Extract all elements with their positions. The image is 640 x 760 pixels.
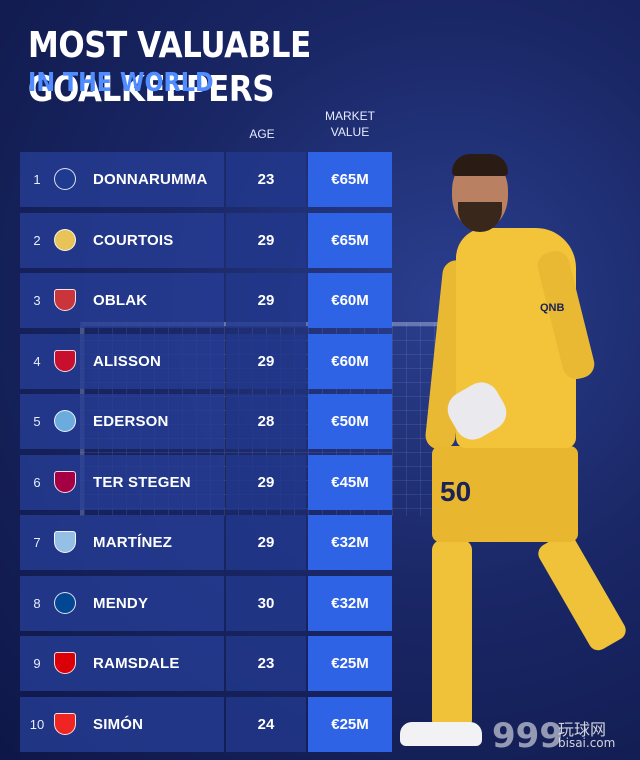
player-name: TER STEGEN: [93, 473, 191, 491]
watermark: 999 玩球网 bisai.com: [492, 714, 632, 756]
player-cell: 10 SIMÓN: [20, 696, 224, 752]
age-cell: 23: [226, 636, 306, 691]
psg-crest-icon: [54, 168, 76, 190]
player-cell: 4 ALISSON: [20, 333, 224, 389]
age-cell: 29: [226, 212, 306, 268]
rank-number: 9: [33, 656, 41, 671]
rank-number: 1: [33, 172, 41, 187]
page-title: MOST VALUABLE GOALKEEPERS: [28, 25, 311, 110]
table-row: 1 DONNARUMMA 23 €65M: [20, 152, 400, 207]
athletic-bilbao-crest-icon: [54, 712, 76, 735]
player-left-leg: [432, 540, 472, 730]
watermark-number: 999: [492, 716, 563, 756]
market-value-cell: €25M: [308, 696, 392, 752]
age-cell: 29: [226, 273, 306, 328]
player-name: DONNARUMMA: [93, 171, 208, 188]
table-row: 6 TER STEGEN 29 €45M: [20, 454, 400, 510]
player-name: COURTOIS: [93, 231, 174, 249]
table-row: 5 EDERSON 28 €50M: [20, 394, 400, 449]
rank-number: 6: [33, 474, 41, 490]
player-cell: 6 TER STEGEN: [20, 454, 224, 510]
player-cell: 1 DONNARUMMA: [20, 152, 224, 207]
table-row: 8 MENDY 30 €32M: [20, 575, 400, 631]
market-value-cell: €32M: [308, 515, 392, 570]
player-cell: 9 RAMSDALE: [20, 636, 224, 691]
player-right-leg: [534, 530, 630, 654]
player-name: RAMSDALE: [93, 655, 180, 672]
table-row: 7 MARTÍNEZ 29 €32M: [20, 515, 400, 570]
page-subtitle: IN THE WORLD: [28, 68, 214, 98]
player-name: MENDY: [93, 594, 149, 612]
aston-villa-crest-icon: [54, 531, 76, 553]
column-header-age: AGE: [249, 127, 275, 141]
rank-number: 2: [33, 232, 41, 248]
player-name: SIMÓN: [93, 715, 144, 733]
column-header-market-value: MARKET VALUE: [324, 109, 375, 139]
market-value-cell: €65M: [308, 152, 392, 207]
shorts-number: 50: [440, 476, 472, 507]
barcelona-crest-icon: [54, 470, 76, 493]
player-name: OBLAK: [93, 292, 148, 309]
market-value-cell: €25M: [308, 636, 392, 691]
rank-number: 3: [33, 293, 41, 308]
player-cell: 7 MARTÍNEZ: [20, 515, 224, 570]
player-name: MARTÍNEZ: [93, 534, 173, 551]
arsenal-crest-icon: [54, 652, 76, 674]
player-boot: [400, 722, 482, 746]
atletico-madrid-crest-icon: [54, 289, 76, 311]
table-row: 4 ALISSON 29 €60M: [20, 333, 400, 389]
age-cell: 29: [226, 515, 306, 570]
market-value-cell: €45M: [308, 454, 392, 510]
market-value-cell: €60M: [308, 273, 392, 328]
market-value-cell: €32M: [308, 575, 392, 631]
rank-number: 5: [33, 414, 41, 429]
player-cell: 5 EDERSON: [20, 394, 224, 449]
rank-number: 4: [33, 353, 41, 369]
table-row: 9 RAMSDALE 23 €25M: [20, 636, 400, 691]
market-value-cell: €60M: [308, 333, 392, 389]
rank-number: 10: [29, 716, 45, 732]
player-shorts: [432, 446, 578, 542]
player-cell: 3 OBLAK: [20, 273, 224, 328]
player-cell: 8 MENDY: [20, 575, 224, 631]
player-cell: 2 COURTOIS: [20, 212, 224, 268]
rank-number: 7: [33, 535, 41, 550]
market-value-cell: €50M: [308, 394, 392, 449]
liverpool-crest-icon: [54, 349, 76, 372]
watermark-domain: bisai.com: [558, 736, 616, 750]
table-row: 10 SIMÓN 24 €25M: [20, 696, 400, 752]
manchester-city-crest-icon: [54, 410, 76, 432]
player-name: ALISSON: [93, 352, 162, 370]
real-madrid-crest-icon: [54, 228, 76, 251]
chelsea-crest-icon: [54, 591, 76, 614]
jersey-sponsor: QNB: [540, 302, 565, 314]
age-cell: 23: [226, 152, 306, 207]
table-row: 3 OBLAK 29 €60M: [20, 273, 400, 328]
age-cell: 28: [226, 394, 306, 449]
age-cell: 29: [226, 333, 306, 389]
age-cell: 30: [226, 575, 306, 631]
table-row: 2 COURTOIS 29 €65M: [20, 212, 400, 268]
player-hair: [452, 154, 508, 176]
age-cell: 24: [226, 696, 306, 752]
goalkeeper-photo: QNB 50: [400, 150, 640, 760]
rank-number: 8: [33, 595, 41, 611]
watermark-site: 玩球网: [558, 720, 607, 739]
ranking-table: 1 DONNARUMMA 23 €65M 2 COURTOIS 29 €65M 3 OBLAK 29…: [20, 152, 400, 757]
player-name: EDERSON: [93, 413, 169, 430]
market-value-cell: €65M: [308, 212, 392, 268]
age-cell: 29: [226, 454, 306, 510]
